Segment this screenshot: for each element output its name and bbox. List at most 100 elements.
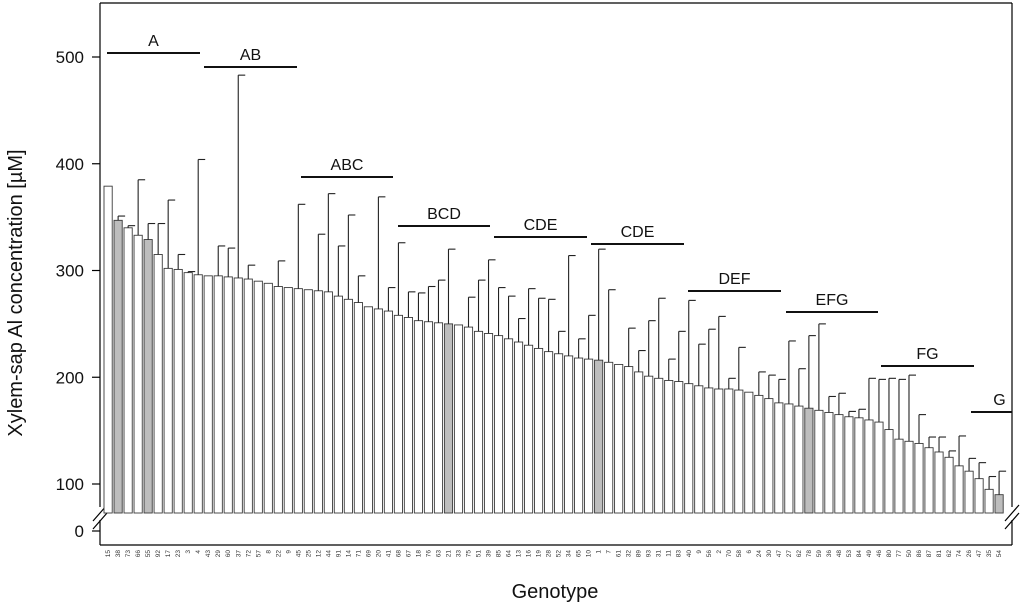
x-tick-label: 12	[315, 550, 322, 558]
bar	[564, 355, 574, 514]
x-tick-label: 47	[776, 550, 783, 558]
x-tick-label: 2	[716, 550, 723, 554]
x-tick-label: 56	[706, 550, 713, 558]
x-tick-label: 55	[145, 550, 152, 558]
bar	[704, 387, 714, 514]
x-tick-label: 17	[165, 550, 172, 558]
y-tick-label: 300	[56, 262, 84, 281]
y-tick-label: 0	[75, 522, 84, 541]
bar	[844, 416, 854, 514]
y-tick-label: 100	[56, 475, 84, 494]
x-tick-label: 60	[225, 550, 232, 558]
bar	[684, 383, 694, 514]
bar	[263, 282, 273, 514]
group-label: A	[148, 33, 159, 50]
bar	[113, 219, 123, 514]
bar	[724, 388, 734, 514]
bar	[333, 295, 343, 514]
x-tick-label: 75	[466, 550, 473, 558]
bar	[153, 254, 163, 514]
bar	[163, 267, 173, 514]
x-tick-label: 33	[455, 550, 462, 558]
x-tick-label: 80	[886, 550, 893, 558]
bar	[133, 234, 143, 514]
x-tick-label: 44	[325, 550, 332, 558]
x-tick-label: 8	[265, 550, 272, 554]
x-tick-label: 30	[766, 550, 773, 558]
bar	[123, 227, 133, 514]
bar	[574, 357, 584, 514]
bar	[353, 302, 363, 514]
x-tick-label: 15	[105, 550, 112, 558]
group-label: CDE	[524, 217, 558, 234]
x-tick-label: 11	[666, 550, 673, 557]
x-tick-label: 43	[205, 550, 212, 558]
x-tick-label: 74	[956, 550, 963, 558]
axis-break-mark-left	[92, 512, 108, 530]
bar	[664, 380, 674, 514]
bar	[974, 478, 984, 514]
bar	[343, 298, 353, 514]
bar	[914, 442, 924, 514]
bar	[734, 389, 744, 514]
bar	[604, 361, 614, 514]
group-label: FG	[916, 346, 938, 363]
group-label: DEF	[719, 271, 751, 288]
x-tick-label: 7	[606, 550, 613, 554]
bar	[173, 268, 183, 514]
x-tick-label: 64	[506, 550, 513, 558]
x-tick-label: 38	[115, 550, 122, 558]
x-tick-label: 40	[686, 550, 693, 558]
bar	[764, 398, 774, 514]
bar	[243, 278, 253, 514]
x-tick-label: 84	[856, 550, 863, 558]
x-tick-label: 39	[486, 550, 493, 558]
bar	[864, 419, 874, 514]
bar	[403, 317, 413, 514]
x-tick-label: 57	[255, 550, 262, 558]
x-tick-label: 63	[435, 550, 442, 558]
y-tick-label: 500	[56, 48, 84, 67]
group-label: AB	[240, 47, 261, 64]
x-tick-label: 28	[546, 550, 553, 558]
x-tick-label: 54	[996, 550, 1003, 558]
x-tick-label: 53	[846, 550, 853, 558]
x-tick-label: 92	[155, 550, 162, 558]
bar	[964, 470, 974, 514]
x-tick-label: 36	[826, 550, 833, 558]
bar	[774, 402, 784, 514]
bar	[383, 310, 393, 514]
x-tick-label: 37	[235, 550, 242, 558]
bar	[714, 388, 724, 514]
x-tick-label: 47	[976, 550, 983, 558]
y-tick-label: 400	[56, 155, 84, 174]
group-label: CDE	[621, 224, 655, 241]
bar	[594, 359, 604, 514]
x-tick-label: 65	[576, 550, 583, 558]
x-tick-label: 68	[395, 550, 402, 558]
x-tick-label: 71	[355, 550, 362, 558]
x-tick-label: 49	[866, 550, 873, 558]
bar	[453, 324, 464, 514]
bar	[273, 286, 283, 514]
x-tick-label: 51	[476, 550, 483, 558]
x-tick-label: 21	[445, 550, 452, 558]
bar	[514, 341, 524, 514]
bar	[884, 429, 894, 514]
bar	[393, 314, 403, 514]
bar	[544, 351, 554, 514]
bar	[503, 338, 514, 514]
bar	[784, 403, 794, 514]
x-tick-label: 24	[756, 550, 763, 558]
x-tick-label: 59	[816, 550, 823, 558]
x-tick-label: 87	[926, 550, 933, 558]
bar	[183, 272, 193, 514]
x-tick-label: 62	[796, 550, 803, 558]
bar	[443, 323, 454, 514]
x-tick-label: 25	[305, 550, 312, 558]
x-tick-label: 35	[986, 550, 993, 558]
bar	[213, 275, 223, 514]
x-tick-label: 78	[806, 550, 813, 558]
x-tick-label: 29	[215, 550, 222, 558]
